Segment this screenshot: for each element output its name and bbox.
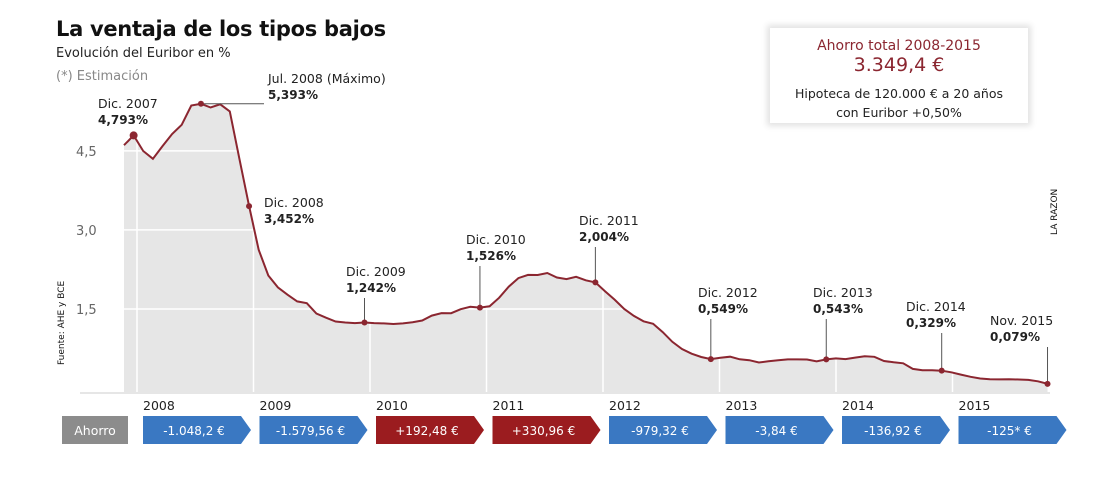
annotation-value: 0,543%: [813, 302, 863, 316]
savings-value: -1.579,56 €: [276, 424, 345, 438]
chart-title: La ventaja de los tipos bajos: [56, 17, 386, 41]
year-label: 2015: [959, 398, 991, 413]
year-label: 2012: [609, 398, 641, 413]
annotation-value: 2,004%: [579, 230, 629, 244]
annotation-date: Dic. 2011: [579, 213, 639, 228]
y-tick-label: 4,5: [76, 145, 97, 160]
savings-arrow: [609, 416, 717, 444]
savings-arrow: [259, 416, 368, 444]
data-point: [707, 356, 714, 363]
annotation-date: Dic. 2014: [906, 299, 966, 314]
data-point: [129, 131, 138, 140]
summary-box: Ahorro total 2008-2015 3.349,4 € Hipotec…: [770, 28, 1028, 123]
data-point: [361, 319, 368, 326]
savings-value: -3,84 €: [755, 424, 798, 438]
data-point: [592, 279, 599, 286]
annotation-value: 1,526%: [466, 249, 516, 263]
y-tick-label: 1,5: [76, 303, 97, 318]
data-point: [938, 367, 945, 374]
annotation-value: 0,079%: [990, 330, 1040, 344]
annotation-value: 0,549%: [698, 302, 748, 316]
source-text: Fuente: AHE y BCE: [57, 280, 67, 365]
annotation-date: Jul. 2008 (Máximo): [267, 71, 386, 86]
savings-arrow: [492, 416, 601, 444]
annotation-value: 4,793%: [98, 113, 148, 127]
data-point: [246, 203, 253, 210]
summary-line2: con Euribor +0,50%: [836, 105, 962, 120]
annotation-value: 5,393%: [268, 88, 318, 102]
savings-label: Ahorro: [74, 423, 116, 438]
savings-arrow: [725, 416, 834, 444]
annotation-date: Dic. 2008: [264, 195, 324, 210]
savings-value: -979,32 €: [631, 424, 689, 438]
annotation-value: 0,329%: [906, 316, 956, 330]
year-label: 2014: [842, 398, 874, 413]
annotation-date: Dic. 2007: [98, 96, 158, 111]
savings-value: +330,96 €: [512, 424, 576, 438]
savings-arrow: [143, 416, 251, 444]
savings-arrow: [958, 416, 1067, 444]
savings-label-bg: [62, 416, 128, 444]
savings-arrow: [842, 416, 950, 444]
chart-subtitle: Evolución del Euribor en %: [56, 46, 231, 61]
data-point: [476, 304, 483, 311]
y-tick-label: 3,0: [76, 224, 97, 239]
data-point: [1044, 380, 1051, 387]
annotation-date: Nov. 2015: [990, 313, 1053, 328]
savings-value: -125* €: [987, 424, 1032, 438]
annotation-value: 3,452%: [264, 212, 314, 226]
savings-arrow: [376, 416, 484, 444]
year-label: 2010: [376, 398, 408, 413]
chart-area: [124, 103, 1048, 393]
summary-line1: Hipoteca de 120.000 € a 20 años: [795, 86, 1003, 101]
year-label: 2013: [726, 398, 758, 413]
summary-label: Ahorro total 2008-2015: [817, 38, 981, 54]
annotation-date: Dic. 2009: [346, 264, 406, 279]
brand-text: LA RAZON: [1050, 188, 1060, 235]
annotation-date: Dic. 2012: [698, 285, 758, 300]
annotation-value: 1,242%: [346, 281, 396, 295]
annotation-date: Dic. 2010: [466, 232, 526, 247]
data-point: [197, 100, 204, 107]
annotation-date: Dic. 2013: [813, 285, 873, 300]
summary-total: 3.349,4 €: [853, 54, 945, 76]
estimation-note: (*) Estimación: [56, 69, 149, 84]
savings-value: -136,92 €: [864, 424, 922, 438]
year-label: 2008: [143, 398, 175, 413]
year-label: 2009: [260, 398, 292, 413]
euribor-line: [123, 102, 1048, 385]
data-point: [823, 356, 830, 363]
savings-value: -1.048,2 €: [163, 424, 225, 438]
savings-value: +192,48 €: [395, 424, 459, 438]
year-label: 2011: [493, 398, 525, 413]
